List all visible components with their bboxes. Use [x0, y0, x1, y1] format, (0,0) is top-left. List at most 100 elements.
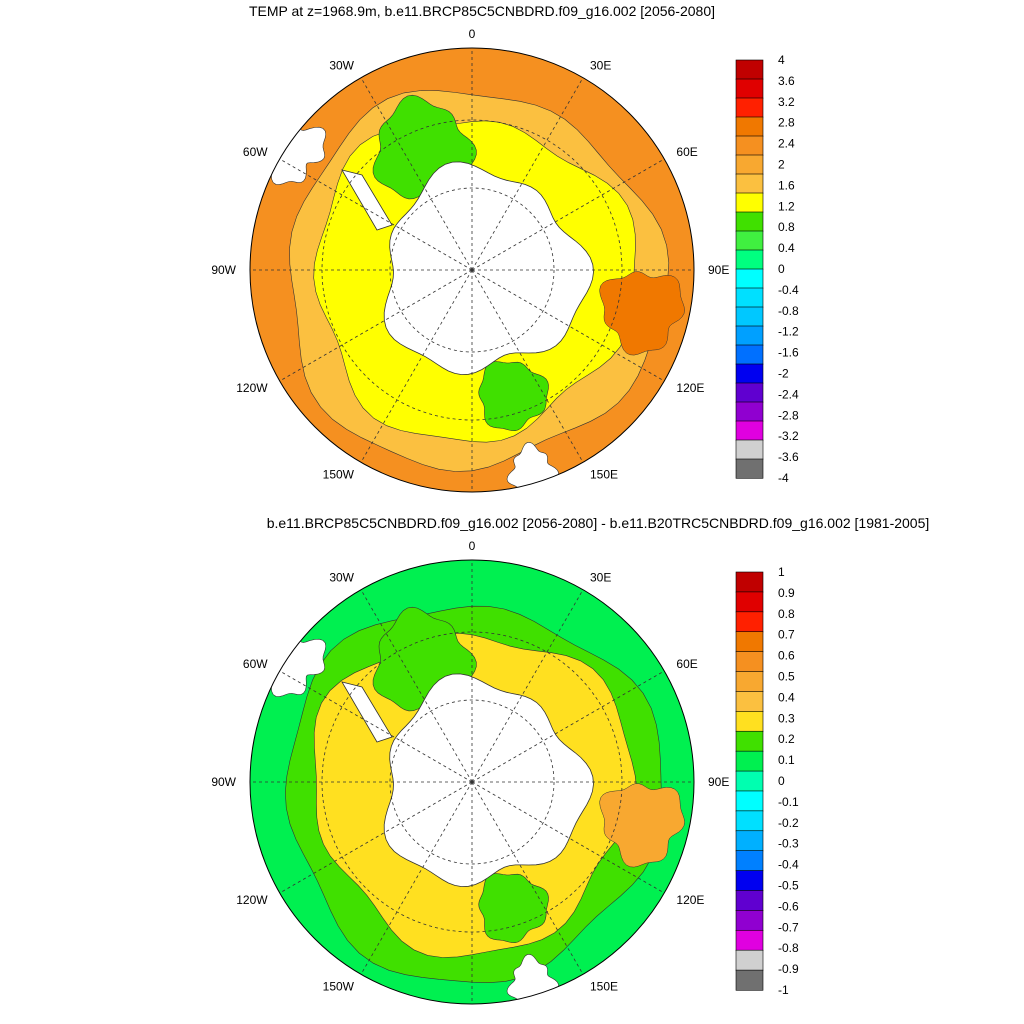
colorbar-label: 4	[778, 53, 785, 67]
polar-map-top: 0 30E 60E 90E 120E 150E 180 150W 120W 90W 60W 30W 4 3…	[211, 27, 799, 513]
longitude-label: 60W	[243, 657, 268, 671]
longitude-label: 150W	[323, 467, 355, 481]
longitude-label: 60W	[243, 145, 268, 159]
colorbar-swatch	[735, 192, 764, 213]
colorbar: 1 0.9 0.8 0.7 0.6 0.5 0.4 0.3 0.2 0.1 0 -0.1 -0.2 -0.…	[735, 565, 799, 997]
colorbar-swatch	[735, 268, 764, 289]
colorbar-swatch	[735, 59, 764, 80]
colorbar-label: -0.4	[778, 858, 799, 872]
colorbar-swatch	[735, 691, 764, 712]
colorbar-swatch	[735, 135, 764, 156]
meridian-line	[360, 589, 473, 783]
colorbar-swatch	[735, 949, 764, 971]
temperature-field	[250, 48, 694, 492]
meridian-line	[471, 269, 665, 382]
field-patch-ross	[478, 361, 549, 432]
land-peninsula	[341, 169, 393, 231]
map-title-bottom: b.e11.BRCP85C5CNBDRD.f09_g16.002 [2056-2…	[266, 515, 930, 531]
colorbar-swatch	[735, 363, 764, 384]
colorbar-swatch	[735, 458, 764, 479]
colorbar-label: 0.8	[778, 220, 795, 234]
colorbar-swatch	[735, 750, 764, 772]
land-peninsula	[341, 681, 393, 743]
longitude-label: 90W	[211, 263, 236, 277]
colorbar-swatch	[735, 830, 764, 852]
colorbar-label: -0.8	[778, 304, 799, 318]
colorbar-swatch	[735, 420, 764, 441]
colorbar-swatch	[735, 890, 764, 911]
polar-map-bottom: 0 30E 60E 90E 120E 150E 180 150W 120W 90W 60W 30W 1 0…	[211, 539, 799, 1024]
longitude-label: 120E	[676, 893, 704, 907]
longitude-label: 30E	[590, 59, 611, 73]
colorbar-label: 0.1	[778, 753, 795, 767]
colorbar: 4 3.6 3.2 2.8 2.4 2 1.6 1.2 0.8 0.4 0 -0.4 -0.8 -1.2 -…	[735, 53, 799, 485]
colorbar-label: -0.3	[778, 837, 799, 851]
colorbar-label: 0.2	[778, 732, 795, 746]
meridian-line	[279, 269, 473, 382]
longitude-label: 150W	[323, 979, 355, 993]
colorbar-label: -0.4	[778, 283, 799, 297]
colorbar-swatch	[735, 116, 764, 137]
colorbar-label: 0.8	[778, 607, 795, 621]
colorbar-swatch	[735, 969, 764, 991]
field-patch-east	[599, 783, 685, 868]
latitude-circle	[389, 187, 555, 353]
colorbar-swatch	[735, 790, 764, 812]
colorbar-swatch	[735, 344, 764, 365]
colorbar-label: -3.6	[778, 450, 799, 464]
meridian-line	[360, 781, 473, 975]
longitude-label: 0	[469, 27, 476, 41]
colorbar-swatch	[735, 870, 764, 892]
colorbar-label: 2.8	[778, 116, 795, 130]
colorbar-label: 1.2	[778, 199, 795, 213]
field-patch-east	[599, 271, 685, 356]
colorbar-swatch	[735, 611, 764, 633]
map-panel-top: 0 30E 60E 90E 120E 150E 180 150W 120W 90W 60W 30W 4 3…	[0, 0, 1024, 513]
meridian-line	[471, 269, 584, 463]
meridian-line	[360, 77, 473, 271]
colorbar-label: -0.9	[778, 962, 799, 976]
colorbar-label: 0.4	[778, 241, 795, 255]
map-title-top: TEMP at z=1968.9m, b.e11.BRCP85C5CNBDRD.…	[248, 3, 716, 19]
longitude-label: 120W	[236, 893, 268, 907]
colorbar-label: 0.3	[778, 711, 795, 725]
meridian-line	[471, 158, 665, 271]
longitude-label: 60E	[676, 145, 697, 159]
colorbar-swatch	[735, 287, 764, 308]
colorbar-label: -0.2	[778, 816, 799, 830]
colorbar-swatch	[735, 78, 764, 99]
land-antarctica	[383, 161, 594, 376]
colorbar-swatch	[735, 211, 764, 232]
colorbar-swatch	[735, 401, 764, 422]
colorbar-swatch	[735, 230, 764, 251]
colorbar-label: 1.6	[778, 178, 795, 192]
colorbar-label: 0.5	[778, 670, 795, 684]
colorbar-label: 0.7	[778, 628, 795, 642]
longitude-label: 30W	[329, 59, 354, 73]
longitude-label: 30W	[329, 571, 354, 585]
colorbar-swatch	[735, 910, 764, 931]
meridian-line	[471, 781, 584, 975]
colorbar-swatch	[735, 325, 764, 346]
longitude-label: 180	[462, 499, 482, 500]
longitude-label: 60E	[676, 657, 697, 671]
colorbar-label: 0.4	[778, 690, 795, 704]
meridian-line	[360, 269, 473, 463]
colorbar-label: -1	[778, 983, 789, 997]
colorbar-swatch	[735, 382, 764, 403]
colorbar-label: 3.2	[778, 95, 795, 109]
colorbar-swatch	[735, 571, 764, 593]
colorbar-swatch	[735, 711, 764, 732]
colorbar-label: -2.4	[778, 387, 799, 401]
meridian-line	[471, 589, 584, 783]
graticule	[250, 560, 694, 1004]
longitude-label: 0	[469, 539, 476, 553]
map-panel-bottom: 0 30E 60E 90E 120E 150E 180 150W 120W 90W 60W 30W 1 0…	[0, 512, 1024, 1024]
colorbar-swatch	[735, 173, 764, 194]
meridian-line	[279, 670, 473, 783]
colorbar-label: -0.1	[778, 795, 799, 809]
colorbar-label: -0.8	[778, 941, 799, 955]
colorbar-swatch	[735, 671, 764, 693]
latitude-circle	[389, 699, 555, 865]
longitude-label: 90E	[708, 263, 729, 277]
